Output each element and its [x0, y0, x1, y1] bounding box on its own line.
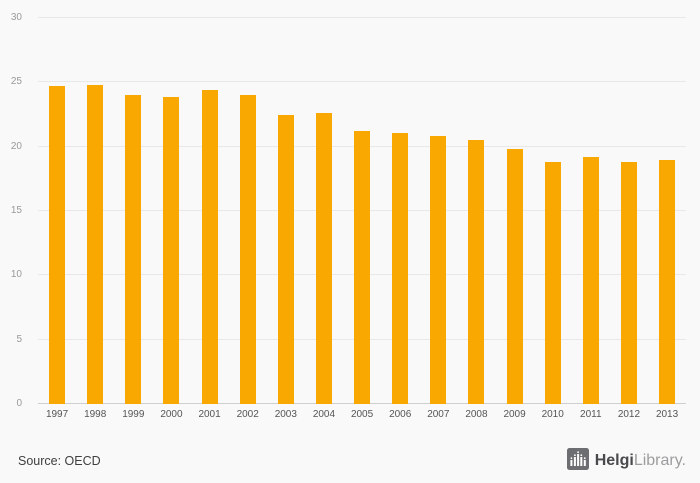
bar: [468, 140, 485, 404]
helgi-building-columns-icon: [566, 447, 589, 475]
bar-slot: [305, 18, 343, 404]
x-tick-label: 2004: [312, 409, 336, 420]
bar-slot: [534, 18, 572, 404]
y-tick-label: 30: [10, 12, 22, 23]
bar: [163, 96, 180, 404]
bar-slot: [648, 18, 686, 404]
bar-slot: [610, 18, 648, 404]
bar-slot: [381, 18, 419, 404]
bar: [392, 132, 409, 404]
bar: [125, 95, 142, 404]
y-tick-label: 25: [10, 76, 22, 88]
bar-slot: [572, 18, 610, 404]
x-tick-label: 2005: [350, 409, 374, 420]
x-tick-label: 2007: [427, 409, 450, 420]
x-tick-label: 2010: [541, 409, 564, 420]
x-tick-label: 2009: [503, 409, 526, 420]
bar-slot: [496, 18, 534, 404]
bar-slot: [229, 18, 267, 404]
bar: [582, 156, 599, 404]
x-tick-label: 2001: [198, 409, 221, 420]
gridline: [38, 81, 686, 83]
bar-slot: [267, 18, 305, 404]
bar-slot: [152, 18, 190, 404]
y-tick-label: 15: [10, 205, 22, 216]
source-label: Source: OECD: [18, 454, 101, 468]
bar: [430, 136, 447, 404]
bar-slot: [191, 18, 229, 404]
bar-slot: [38, 18, 76, 404]
y-axis-labels: 0 5 10 15 20 25 30: [0, 13, 30, 409]
helgi-library-logo: HelgiLibrary.: [566, 447, 686, 475]
x-tick-label: 1999: [122, 409, 145, 420]
chart-footer: Source: OECD HelgiLibrary.: [18, 446, 686, 476]
y-tick-label: 5: [16, 333, 22, 345]
x-axis-labels: 1997 1998 1999 2000 2001 2002 2003 2004 2005 2006…: [38, 404, 686, 424]
bar: [659, 159, 676, 404]
bar: [620, 162, 637, 404]
x-tick-label: 2006: [389, 409, 412, 420]
bar-chart: 0 5 10 15 20 25 30 1997 1998 1999 2000 2001 2002 200…: [0, 13, 686, 424]
bar-slot: [76, 18, 114, 404]
bar: [239, 95, 256, 404]
x-tick-label: 2008: [465, 409, 488, 420]
bar-slot: [343, 18, 381, 404]
x-tick-label: 1998: [84, 409, 107, 420]
bar-slot: [419, 18, 457, 404]
bar-slot: [457, 18, 495, 404]
bar: [201, 90, 218, 404]
bar: [87, 84, 104, 404]
x-tick-label: 2002: [236, 409, 259, 420]
x-tick-label: 2003: [274, 409, 297, 420]
bar: [277, 114, 294, 404]
bar: [544, 162, 561, 404]
y-tick-label: 20: [10, 140, 22, 152]
x-tick-label: 2011: [580, 409, 602, 420]
logo-text: HelgiLibrary.: [595, 453, 686, 469]
logo-text-primary: Helgi: [594, 452, 634, 469]
bars-layer: [38, 18, 686, 404]
x-tick-label: 2013: [655, 409, 679, 420]
bar: [315, 113, 332, 404]
x-tick-label: 1997: [45, 409, 69, 420]
bar: [354, 131, 371, 404]
bar: [506, 149, 523, 404]
gridline: [38, 17, 686, 18]
logo-text-secondary: Library.: [633, 452, 686, 469]
x-tick-label: 2012: [617, 409, 641, 420]
bar: [49, 86, 66, 404]
x-tick-label: 2000: [160, 409, 183, 420]
y-tick-label: 10: [10, 269, 22, 281]
bar-slot: [114, 18, 152, 404]
y-tick-label: 0: [16, 398, 22, 409]
